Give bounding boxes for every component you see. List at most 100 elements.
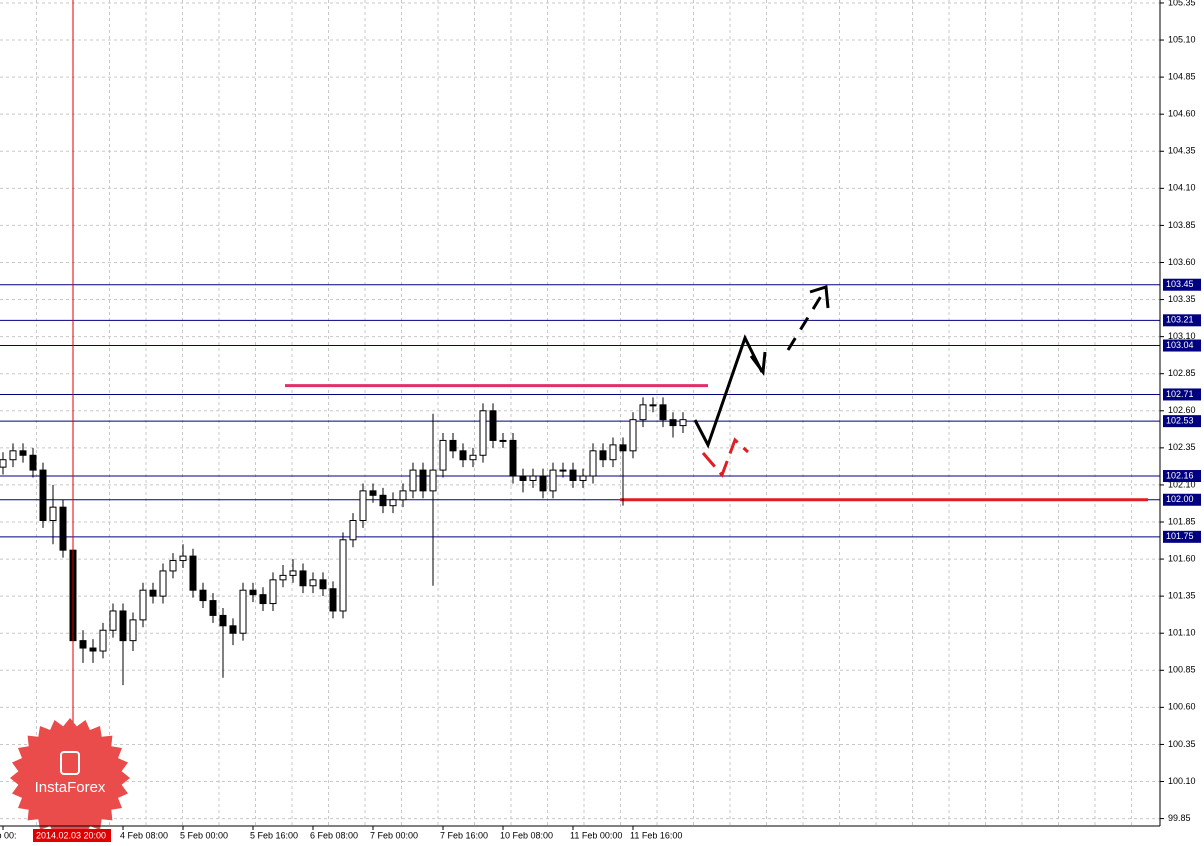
candle-body [149,589,157,597]
candle-body [629,419,637,452]
x-tick-label: 5 Feb 16:00 [250,830,298,840]
candle-body [229,625,237,634]
y-tick-label: 100.35 [1168,739,1196,749]
logo: InstaForex [10,718,130,838]
x-tick-label: 11 Feb 16:00 [630,830,682,840]
candle-body [259,594,267,605]
candle-body [129,619,137,642]
candle-body [399,490,407,501]
forecast-path [693,334,764,449]
y-tick-label: 101.85 [1168,516,1196,526]
level-label: 102.53 [1166,416,1194,426]
candle-body [119,610,127,642]
candle-body [389,499,397,507]
y-tick-label: 104.35 [1168,146,1196,156]
x-tick-label: 7 Feb 16:00 [440,830,488,840]
candle-body [539,475,547,492]
x-tick-label: 7 Feb 00:00 [370,830,418,840]
level-box [1163,388,1201,401]
candle-body [239,589,247,634]
candle-body [289,570,297,576]
crosshair-label: 2014.02.03 20:00 [36,830,106,840]
y-tick-label: 102.35 [1168,442,1196,452]
candle-body [529,475,537,481]
candle-body [59,506,67,551]
candle-body [449,439,457,452]
arrow-head [749,351,767,376]
candle-body [569,469,577,481]
candle-body [459,450,467,461]
candle-body [349,520,357,541]
candle-body [309,579,317,587]
y-tick-label: 105.10 [1168,34,1196,44]
candle-body [509,439,517,477]
candle-body [299,570,307,587]
candle-body [109,610,117,631]
candle-body [359,490,367,522]
candle-body [329,588,337,612]
x-tick-label: 4 Feb 08:00 [120,830,168,840]
y-tick-label: 101.10 [1168,628,1196,638]
y-tick-label: 104.10 [1168,183,1196,193]
level-box [1163,493,1201,506]
candle-body [249,589,257,596]
candle-body [39,469,47,522]
level-label: 101.75 [1166,531,1194,541]
grid [0,0,1160,826]
candle-body [519,475,527,481]
candle-body [679,419,687,427]
candle-body [319,579,327,590]
candle-body [599,450,607,461]
candle-body [639,404,647,421]
y-tick-label: 103.10 [1168,331,1196,341]
candle-body [19,450,27,456]
x-tick-label: 10 Feb 08:00 [500,830,553,840]
candle-body [199,589,207,602]
candle-body [49,506,57,522]
logo-text: InstaForex [35,779,106,796]
candle-body [419,469,427,492]
level-label: 102.71 [1166,389,1194,399]
forecast-arrows [693,285,830,478]
candle-body [99,629,107,652]
candle-body [559,469,567,472]
y-tick-label: 104.85 [1168,71,1196,81]
candle-body [339,539,347,612]
level-box [1163,339,1201,352]
x-tick-label: 5 Feb 00:00 [180,830,228,840]
candle-body [479,410,487,456]
candle-body [549,469,557,492]
candle-body [649,404,657,407]
level-box [1163,314,1201,327]
candle-body [499,439,507,442]
x-tick-label: 6 Feb 08:00 [310,830,358,840]
x-tick-label: Feb 00: [0,830,17,840]
candle-body [609,444,617,461]
y-tick-label: 100.60 [1168,702,1196,712]
level-box [1163,470,1201,483]
levels [0,284,1160,538]
candle-body [139,589,147,621]
candle-body [409,469,417,492]
candle-body [209,600,217,616]
y-tick-label: 102.10 [1168,479,1196,489]
level-label: 103.04 [1166,340,1194,350]
candle-body [429,469,437,492]
candle-body [9,450,17,461]
forecast-dashed [786,287,828,351]
arrow-head [809,285,830,309]
candle-body [439,439,447,471]
level-label: 102.16 [1166,470,1194,480]
alt-forecast [701,437,750,478]
candle-body [179,555,187,562]
y-tick-label: 102.60 [1168,405,1196,415]
candle-body [469,454,477,461]
logo-icon [60,751,80,775]
candle-body [0,459,7,468]
logo-badge [10,718,130,838]
level-box [1163,278,1201,291]
candle-body [89,647,97,652]
